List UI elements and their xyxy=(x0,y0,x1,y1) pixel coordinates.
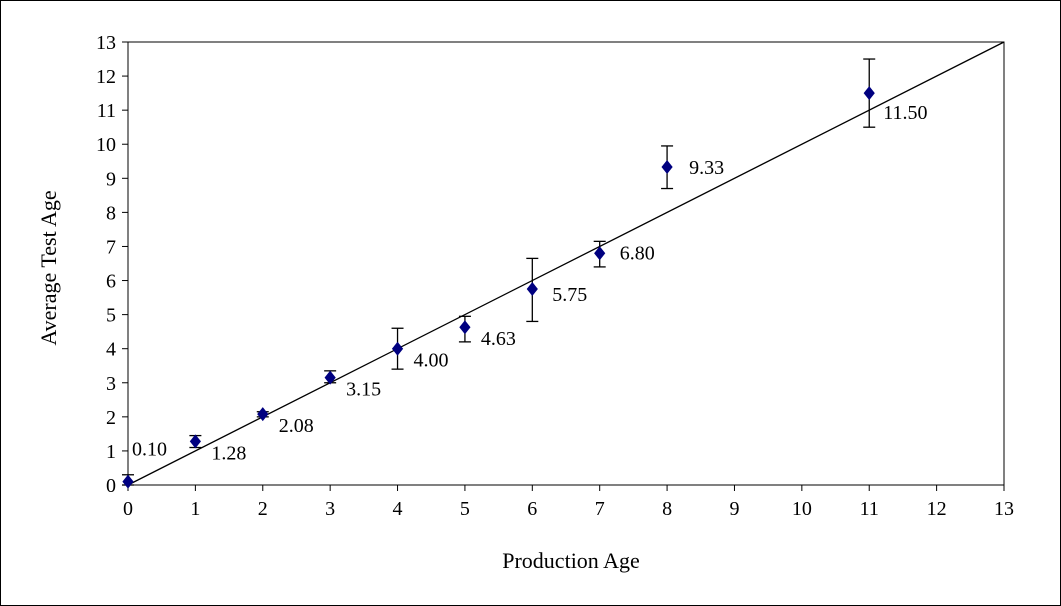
data-point xyxy=(594,246,606,261)
data-labels: 0.10 1.28 2.08 3.15 4.00 4.63 5.75 6.80 9.33 11.5… xyxy=(132,102,927,464)
x-axis-title: Production Age xyxy=(502,548,640,573)
y-tick-label: 10 xyxy=(96,134,116,156)
y-tick-label: 4 xyxy=(106,339,116,361)
data-point xyxy=(122,474,134,489)
data-point xyxy=(661,160,673,175)
x-tick-label: 13 xyxy=(994,498,1014,520)
data-label: 3.15 xyxy=(346,379,381,401)
data-points xyxy=(122,86,875,489)
y-tick-label: 13 xyxy=(96,32,116,54)
x-tick-label: 11 xyxy=(860,498,879,520)
data-label: 2.08 xyxy=(279,415,314,437)
x-tick-label: 1 xyxy=(190,498,200,520)
data-label: 1.28 xyxy=(211,442,246,464)
data-point xyxy=(459,320,471,335)
error-bars xyxy=(122,58,876,486)
x-tick-label: 10 xyxy=(792,498,812,520)
data-point xyxy=(324,370,336,385)
data-point xyxy=(189,434,201,449)
x-tick-label: 3 xyxy=(325,498,335,520)
x-tick-label: 6 xyxy=(527,498,537,520)
data-label: 11.50 xyxy=(883,102,927,124)
x-tick-label: 7 xyxy=(595,498,605,520)
x-tick-label: 4 xyxy=(393,498,403,520)
data-label: 5.75 xyxy=(552,284,587,306)
plot-area xyxy=(127,41,1005,486)
y-tick-label: 0 xyxy=(106,475,116,497)
y-tick-label: 1 xyxy=(106,441,116,463)
data-label: 0.10 xyxy=(132,439,167,461)
y-tick-label: 7 xyxy=(106,236,116,258)
y-tick-label: 8 xyxy=(106,202,116,224)
data-label: 6.80 xyxy=(620,242,655,264)
y-tick-label: 12 xyxy=(96,66,116,88)
y-axis-title: Average Test Age xyxy=(36,190,61,345)
data-point xyxy=(863,86,875,101)
data-point xyxy=(257,407,269,422)
x-tick-label: 9 xyxy=(729,498,739,520)
x-tick-label: 8 xyxy=(662,498,672,520)
data-label: 4.63 xyxy=(481,328,516,350)
x-tick-label: 0 xyxy=(123,498,133,520)
x-tick-label: 5 xyxy=(460,498,470,520)
data-label: 9.33 xyxy=(689,157,724,179)
data-point xyxy=(391,341,404,356)
reference-line xyxy=(127,41,1005,486)
x-axis: 0 1 2 3 4 5 6 7 8 9 10 11 12 13 xyxy=(123,485,1014,520)
y-tick-label: 6 xyxy=(106,271,116,293)
y-tick-label: 5 xyxy=(106,305,116,327)
reference-line-layer xyxy=(127,41,1005,486)
y-tick-label: 3 xyxy=(106,373,116,395)
data-label: 4.00 xyxy=(414,350,449,372)
x-tick-label: 2 xyxy=(258,498,268,520)
y-tick-label: 9 xyxy=(106,168,116,190)
y-tick-label: 2 xyxy=(106,407,116,429)
data-point xyxy=(526,282,538,297)
y-tick-label: 11 xyxy=(97,100,116,122)
x-tick-label: 12 xyxy=(927,498,947,520)
